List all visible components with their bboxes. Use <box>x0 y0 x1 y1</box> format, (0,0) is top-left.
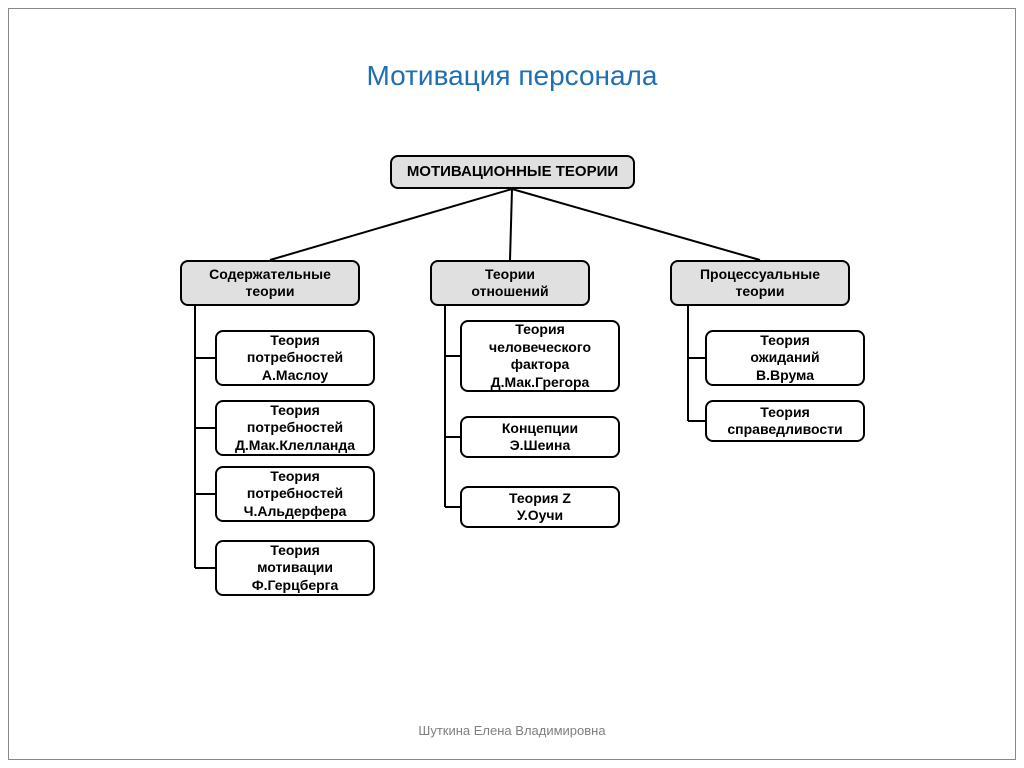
leaf-box-l11: ТеорияпотребностейА.Маслоу <box>215 330 375 386</box>
leaf-box-l13: ТеорияпотребностейЧ.Альдерфера <box>215 466 375 522</box>
leaf-box-l12: ТеорияпотребностейД.Мак.Клелланда <box>215 400 375 456</box>
category-box-cat3: Процессуальныетеории <box>670 260 850 306</box>
category-box-cat2: Теорииотношений <box>430 260 590 306</box>
category-box-cat1: Содержательныетеории <box>180 260 360 306</box>
page-title: Мотивация персонала <box>0 60 1024 92</box>
footer-author: Шуткина Елена Владимировна <box>0 723 1024 738</box>
leaf-box-l22: КонцепцииЭ.Шеина <box>460 416 620 458</box>
root-box-root: МОТИВАЦИОННЫЕ ТЕОРИИ <box>390 155 635 189</box>
leaf-box-l32: Теориясправедливости <box>705 400 865 442</box>
leaf-box-l21: ТеориячеловеческогофактораД.Мак.Грегора <box>460 320 620 392</box>
leaf-box-l14: ТеориямотивацииФ.Герцберга <box>215 540 375 596</box>
leaf-box-l31: ТеорияожиданийВ.Врума <box>705 330 865 386</box>
leaf-box-l23: Теория ZУ.Оучи <box>460 486 620 528</box>
